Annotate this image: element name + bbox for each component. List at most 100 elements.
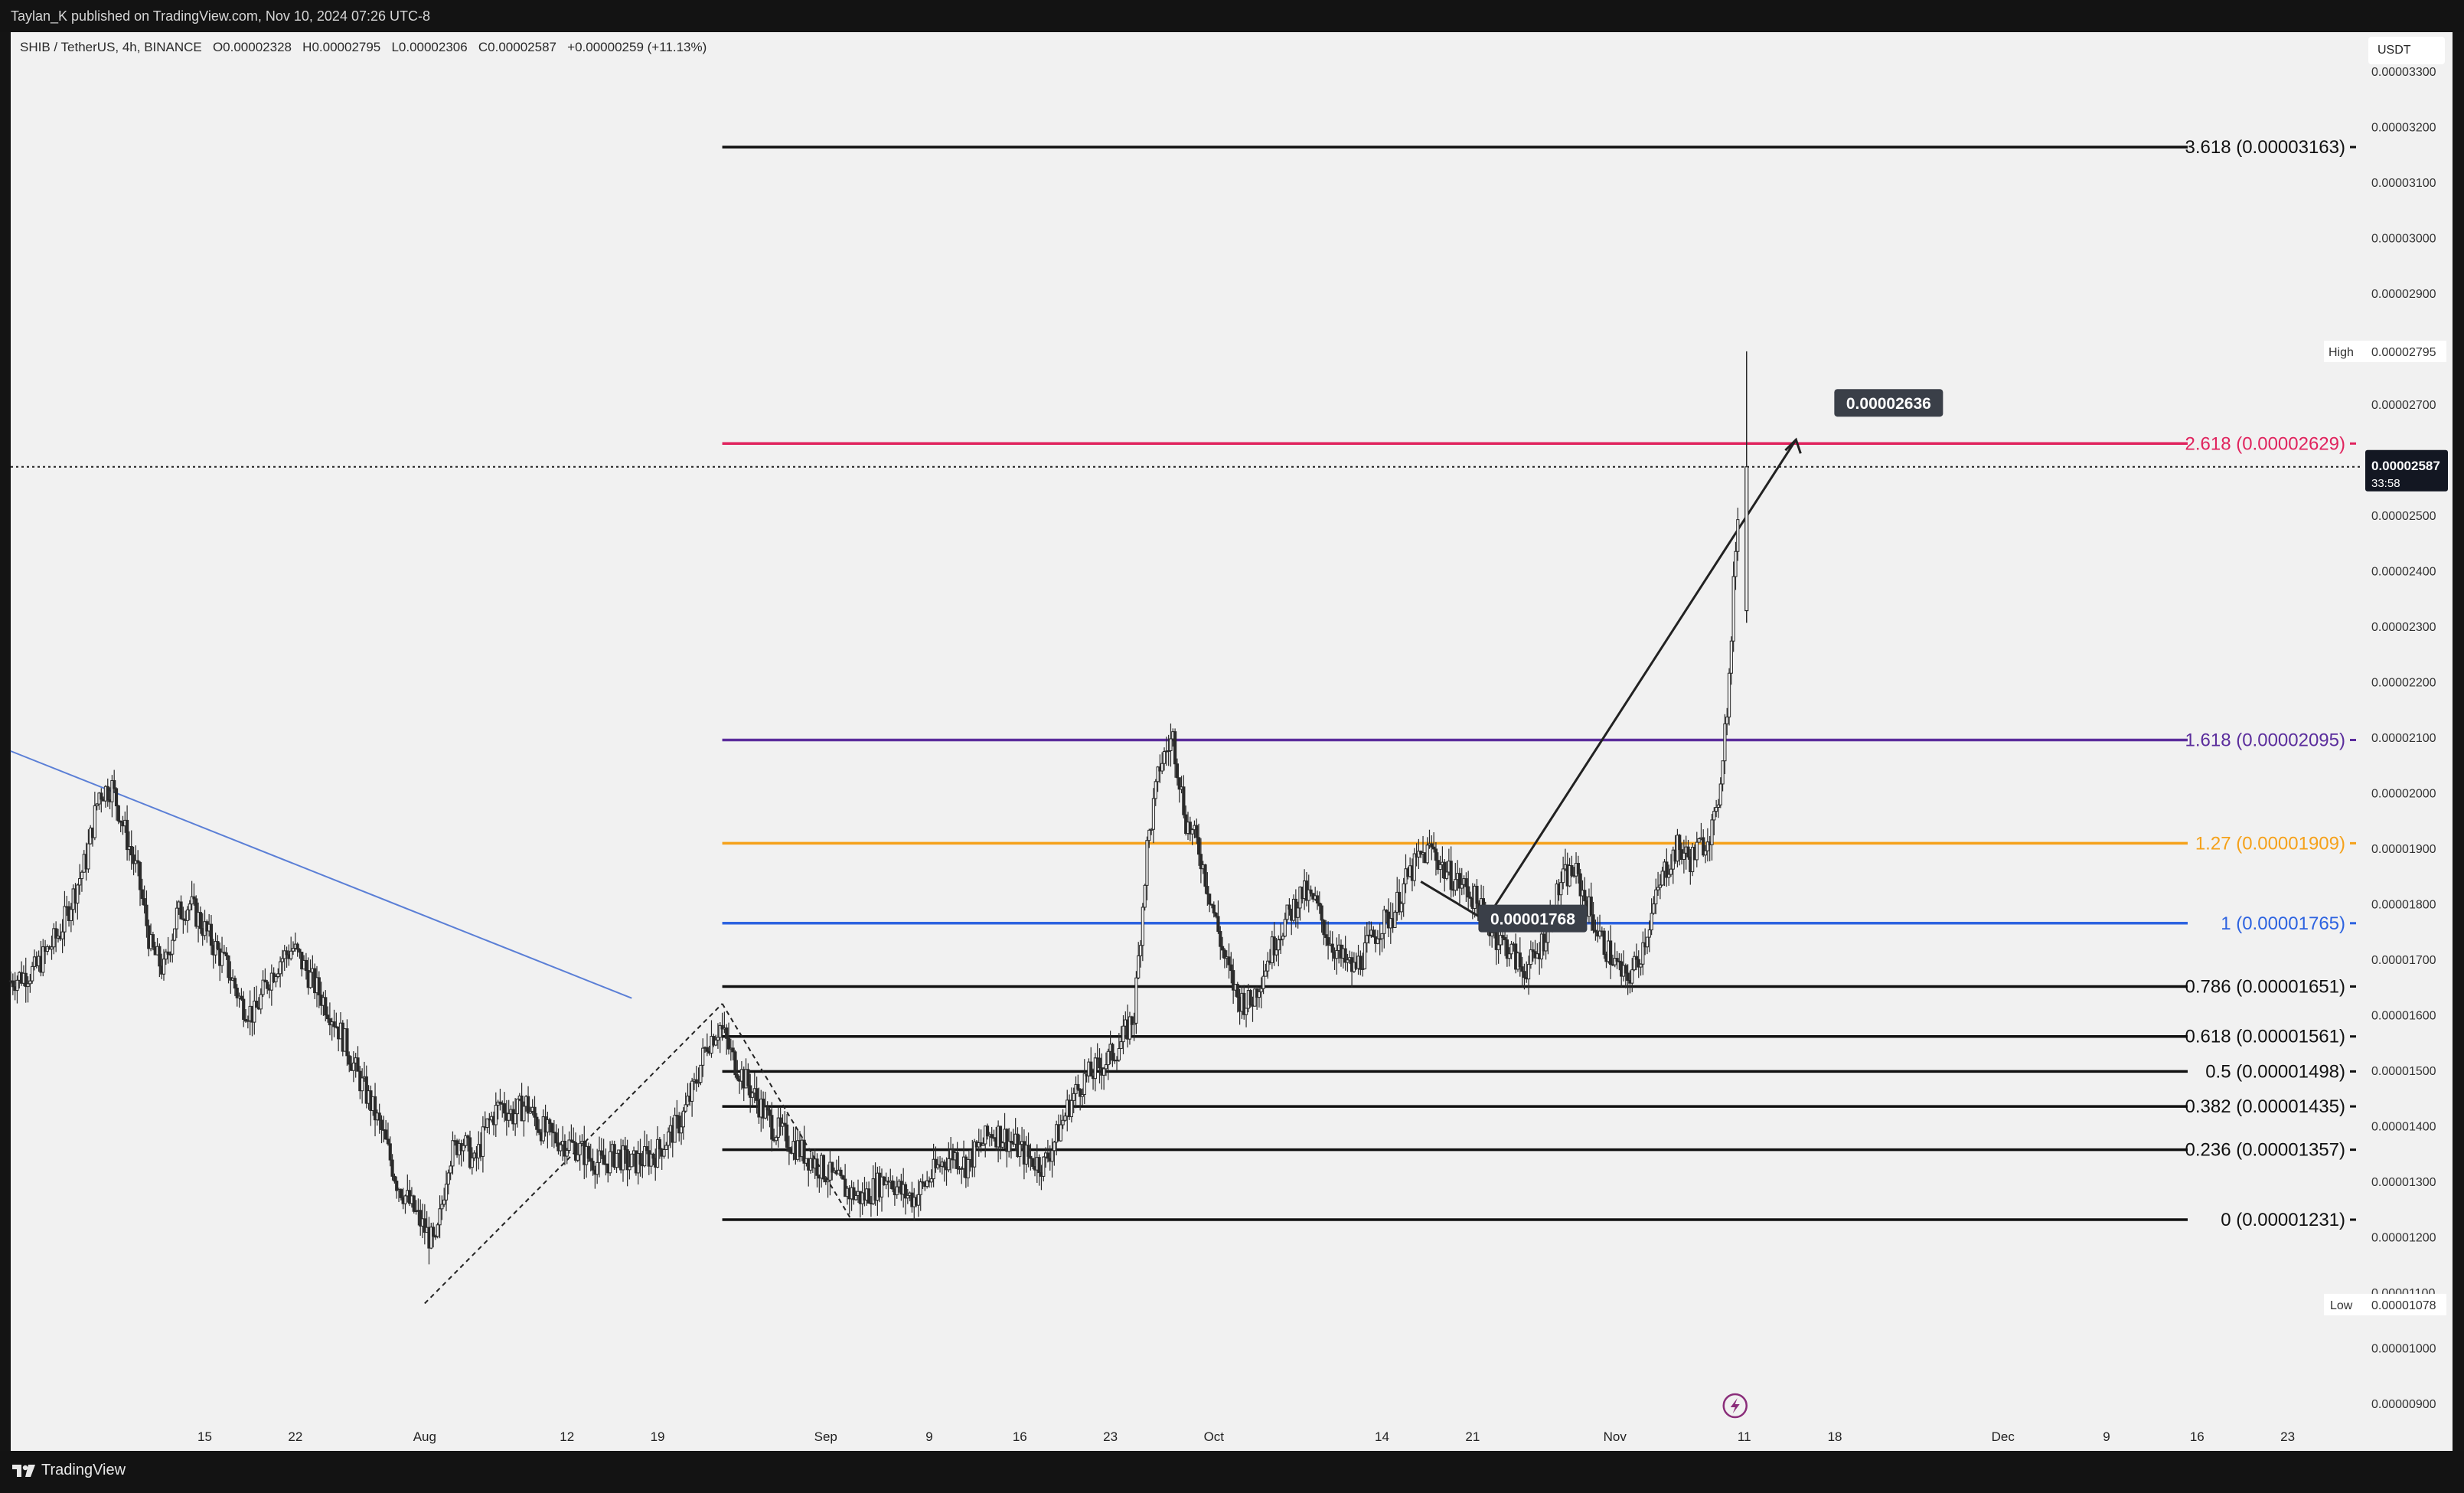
candle-body	[1229, 964, 1233, 972]
candle-body	[276, 973, 280, 977]
candle-body	[1156, 766, 1160, 782]
candle-body	[1141, 907, 1144, 946]
y-tick-label: 0.00001400	[2371, 1120, 2436, 1133]
candle-body	[412, 1195, 416, 1212]
candle-body	[1242, 992, 1246, 1015]
candle-body	[802, 1139, 806, 1164]
candle-body	[699, 1064, 703, 1083]
y-tick-label: 0.00000900	[2371, 1398, 2436, 1411]
candle-body	[364, 1076, 368, 1104]
candle-body	[1723, 723, 1727, 762]
candle-body	[1703, 850, 1708, 856]
candle-body	[1712, 811, 1716, 821]
candle-body	[1402, 883, 1405, 904]
y-tick-label: 0.00002100	[2371, 732, 2436, 745]
candle-body	[726, 1037, 731, 1050]
candle-body	[279, 961, 282, 975]
candle-body	[28, 980, 32, 985]
currency-selector[interactable]: USDT	[2368, 37, 2445, 64]
candle-body	[1285, 904, 1289, 920]
candle-body	[1434, 848, 1438, 861]
candle-body	[591, 1161, 595, 1171]
candle-body	[526, 1096, 530, 1114]
annotation-text: 0.00001768	[1490, 911, 1575, 929]
x-tick-label: 18	[1828, 1429, 1842, 1444]
fib-label: 0.382 (0.00001435)	[2185, 1096, 2345, 1117]
candle-body	[1079, 1089, 1082, 1097]
candle-body	[718, 1024, 722, 1038]
y-tick-label: 0.00001300	[2371, 1176, 2436, 1189]
x-tick-label: Aug	[413, 1429, 436, 1444]
candle-body	[60, 931, 64, 939]
candle-body	[563, 1141, 567, 1157]
candle-body	[255, 1000, 259, 1008]
candle-body	[677, 1116, 681, 1134]
candle-body	[432, 1227, 436, 1237]
candle-body	[576, 1154, 579, 1161]
candle-body	[1650, 913, 1653, 931]
x-tick-label: 19	[651, 1429, 665, 1444]
candle-body	[1529, 949, 1532, 965]
candle-body	[285, 950, 289, 956]
candle-body	[1089, 1061, 1093, 1076]
fib-label: 1 (0.00001765)	[2221, 913, 2345, 934]
candle-body	[1138, 945, 1143, 956]
candle-body	[1678, 835, 1682, 851]
candle-body	[1281, 936, 1285, 940]
candle-body	[602, 1155, 605, 1165]
x-tick-label: Nov	[1604, 1429, 1627, 1444]
candle-body	[132, 854, 135, 864]
time-axis[interactable]: 15 22 Aug 12 19 Sep 9 16 23 Oct 14 21 Nov 11 18 Dec 9 16 2…	[197, 1393, 2295, 1444]
candle-body	[1324, 934, 1328, 939]
candle-body	[429, 1227, 433, 1249]
candle-body	[515, 1098, 520, 1115]
candle-body	[138, 861, 142, 890]
x-tick-label: 11	[1738, 1429, 1751, 1444]
candle-body	[1203, 864, 1207, 887]
annotations[interactable]: 0.00001768 0.00002636	[1478, 389, 1943, 933]
chart-frame[interactable]	[11, 32, 2453, 1451]
candle-body	[78, 878, 82, 886]
candle-body	[1705, 841, 1709, 851]
candle-body	[162, 959, 166, 975]
candle-body	[731, 1047, 735, 1053]
candle-body	[1393, 911, 1397, 929]
candle-body	[145, 904, 148, 926]
high-marker-box	[2324, 340, 2446, 362]
x-tick-label: 9	[2103, 1429, 2110, 1444]
candle-body	[1212, 904, 1216, 914]
x-tick-label: 12	[560, 1429, 574, 1444]
candle-body	[1468, 897, 1473, 899]
tradingview-brand[interactable]: TradingView	[12, 1462, 126, 1479]
candle-body	[179, 901, 183, 920]
x-tick-label: 23	[1103, 1429, 1118, 1444]
candle-body	[1520, 966, 1524, 972]
candle-body	[1658, 884, 1662, 888]
candle-body	[317, 977, 321, 996]
candle-body	[168, 953, 172, 956]
candle-body	[548, 1119, 552, 1124]
price-axis[interactable]: 0.000009000.000010000.000011000.00001200…	[2324, 66, 2448, 1411]
candle-body	[821, 1155, 826, 1180]
fib-label: 0.5 (0.00001498)	[2205, 1061, 2345, 1082]
candle-body	[1624, 965, 1627, 974]
x-tick-label: 15	[197, 1429, 212, 1444]
candle-body	[1072, 1093, 1075, 1101]
current-price-box	[2365, 449, 2448, 492]
candle-body	[106, 786, 109, 801]
tradingview-logo-icon	[12, 1464, 35, 1477]
candle-body	[1365, 935, 1369, 943]
candle-body	[664, 1145, 668, 1151]
candle-body	[1715, 807, 1718, 812]
candle-body	[1209, 903, 1214, 906]
candle-body	[844, 1178, 847, 1197]
drawings[interactable]	[10, 437, 2361, 1305]
candle-body	[1562, 868, 1565, 884]
candle-body	[395, 1181, 399, 1191]
candle-body	[1098, 1057, 1101, 1069]
fib-label: 0.786 (0.00001651)	[2185, 976, 2345, 997]
candle-body	[1432, 846, 1436, 850]
fib-levels[interactable]: 0 (0.00001231) 0.236 (0.00001357) 0.382 (0…	[722, 137, 2356, 1230]
candle-body	[1227, 956, 1231, 965]
